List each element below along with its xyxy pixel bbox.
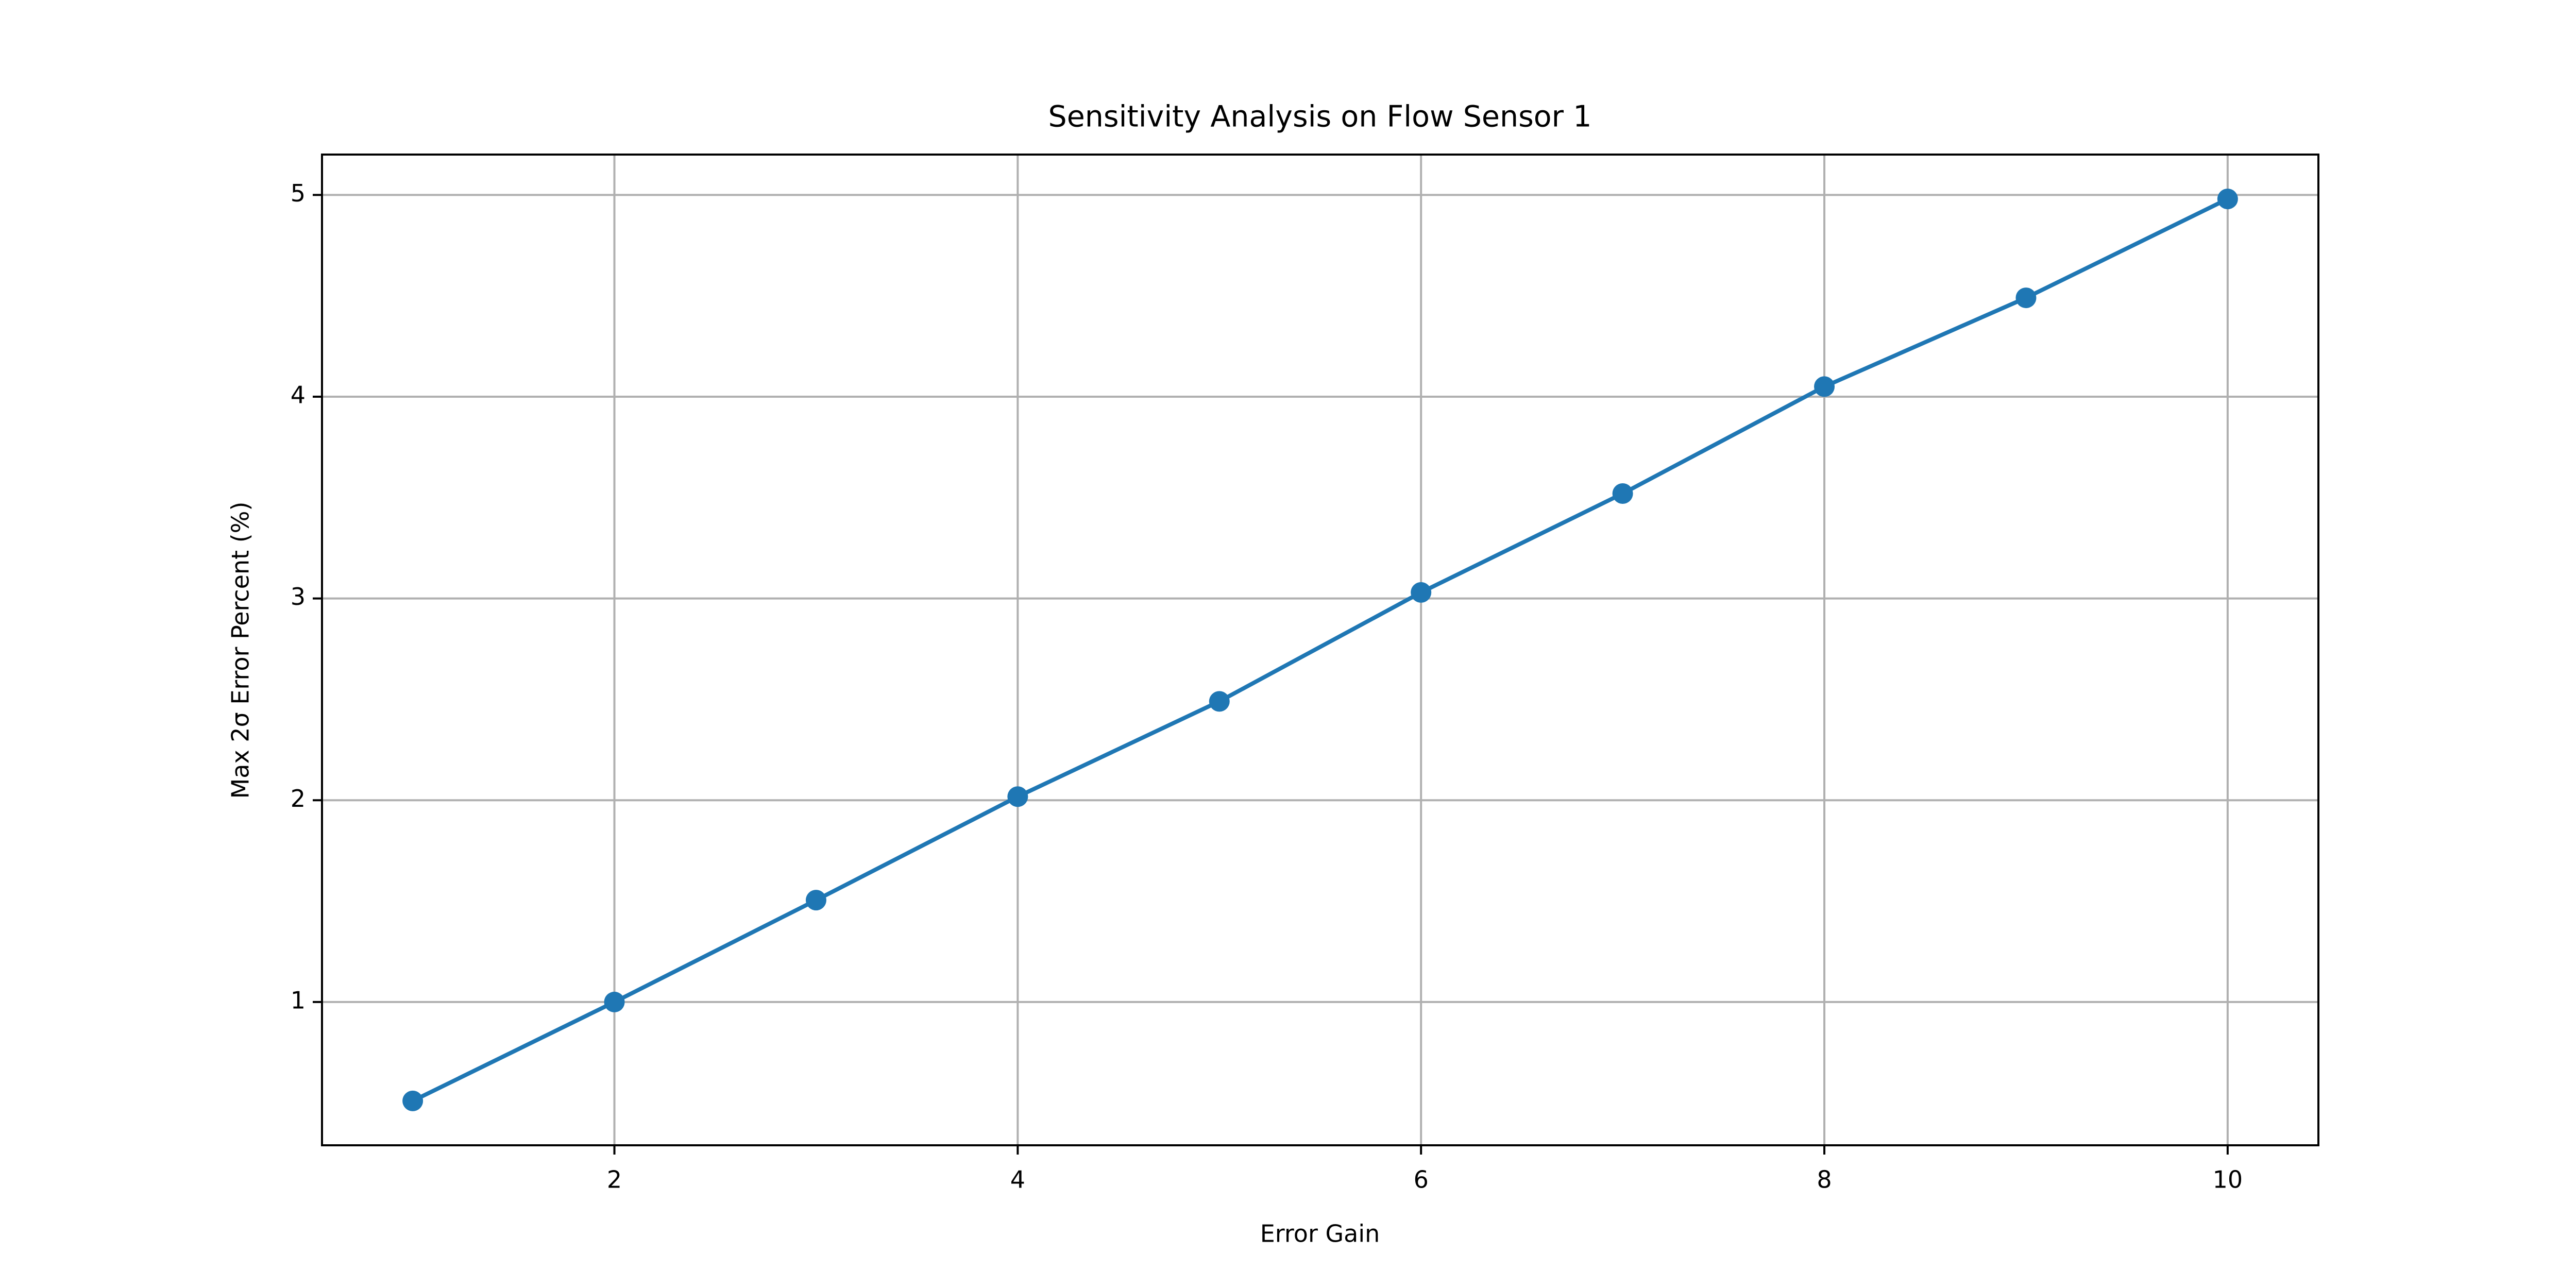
data-point	[1209, 691, 1230, 712]
y-tick-label: 4	[291, 381, 306, 409]
x-tick-label: 6	[1414, 1166, 1429, 1194]
x-tick-label: 4	[1010, 1166, 1025, 1194]
plot-area	[402, 189, 2238, 1111]
y-tick-label: 5	[291, 179, 306, 207]
data-point	[2015, 287, 2037, 309]
data-point	[1612, 483, 1633, 504]
data-point	[805, 890, 826, 911]
data-point	[1814, 376, 1835, 397]
data-point	[2217, 189, 2238, 210]
chart-title: Sensitivity Analysis on Flow Sensor 1	[1048, 100, 1592, 134]
x-tick-label: 8	[1817, 1166, 1832, 1194]
x-tick-label: 10	[2213, 1166, 2243, 1194]
data-point	[1007, 786, 1028, 807]
data-point	[1411, 582, 1432, 603]
y-tick-label: 2	[291, 785, 306, 812]
data-line	[412, 197, 2229, 1103]
x-tick-label: 2	[607, 1166, 622, 1194]
x-axis-label: Error Gain	[1260, 1220, 1380, 1248]
y-tick-label: 3	[291, 583, 306, 611]
y-tick-label: 1	[291, 986, 306, 1014]
y-axis-label: Max 2σ Error Percent (%)	[227, 502, 255, 799]
data-point	[402, 1090, 423, 1111]
axes-frame	[321, 154, 2319, 1146]
grid	[322, 155, 2318, 1145]
data-point	[604, 991, 625, 1012]
